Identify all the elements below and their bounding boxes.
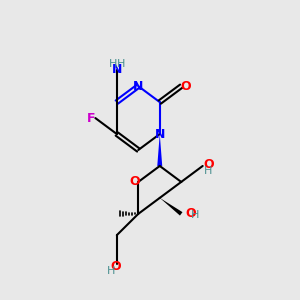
Text: H: H (191, 210, 200, 220)
Text: F: F (86, 112, 95, 124)
Text: H: H (106, 266, 115, 276)
Polygon shape (160, 198, 182, 216)
Text: N: N (112, 63, 122, 76)
Text: H: H (108, 59, 117, 69)
Text: O: O (111, 260, 122, 273)
Text: O: O (203, 158, 214, 171)
Text: O: O (129, 176, 140, 188)
Polygon shape (157, 134, 162, 166)
Text: H: H (117, 59, 125, 69)
Text: N: N (133, 80, 143, 93)
Text: N: N (154, 128, 165, 140)
Text: O: O (186, 207, 196, 220)
Text: O: O (181, 80, 191, 93)
Text: H: H (204, 166, 212, 176)
